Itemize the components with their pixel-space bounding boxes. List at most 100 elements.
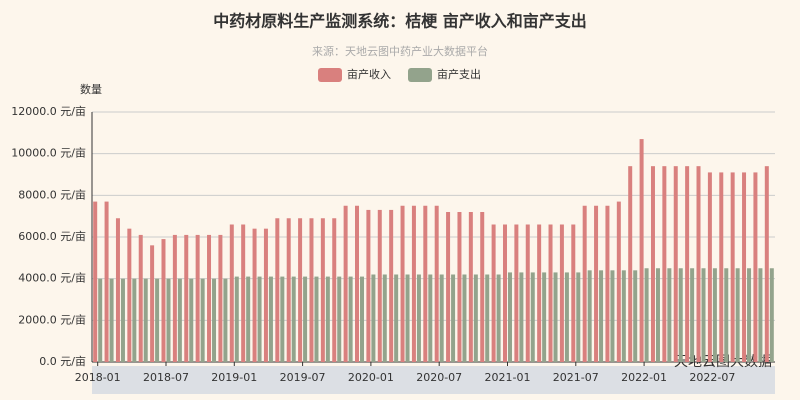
bar bbox=[389, 209, 394, 362]
y-tick-label: 8000.0 元/亩 bbox=[18, 187, 86, 201]
bar bbox=[639, 139, 644, 362]
bar bbox=[109, 278, 114, 362]
bar bbox=[667, 268, 672, 362]
bar bbox=[275, 218, 280, 362]
legend-swatch bbox=[408, 68, 432, 82]
bar bbox=[696, 166, 701, 362]
x-tick-label: 2021-01 bbox=[485, 371, 531, 384]
bar bbox=[662, 166, 667, 362]
bar bbox=[104, 201, 109, 362]
bar bbox=[605, 205, 610, 362]
bar bbox=[758, 268, 763, 362]
bar bbox=[280, 276, 285, 362]
bar bbox=[138, 234, 143, 362]
y-tick-label: 0.0 元/亩 bbox=[39, 354, 86, 368]
bar bbox=[150, 245, 155, 362]
bar bbox=[314, 276, 319, 362]
bar bbox=[685, 166, 690, 362]
bar bbox=[724, 268, 729, 362]
bar bbox=[594, 205, 599, 362]
bar bbox=[462, 274, 467, 362]
bar bbox=[241, 224, 246, 362]
bar bbox=[366, 209, 371, 362]
bar bbox=[120, 278, 125, 362]
x-tick-label: 2019-07 bbox=[280, 371, 326, 384]
bar bbox=[530, 272, 535, 362]
bar bbox=[519, 272, 524, 362]
bar bbox=[742, 172, 747, 362]
bar bbox=[257, 276, 262, 362]
bar bbox=[701, 268, 706, 362]
x-tick-label: 2018-07 bbox=[143, 371, 189, 384]
bar bbox=[252, 228, 257, 362]
bar bbox=[764, 166, 769, 362]
bar bbox=[423, 205, 428, 362]
x-tick-label: 2021-07 bbox=[553, 371, 599, 384]
bar bbox=[207, 234, 212, 362]
bar bbox=[468, 212, 473, 362]
bar bbox=[195, 234, 200, 362]
bar bbox=[678, 268, 683, 362]
bar bbox=[633, 270, 638, 362]
bar bbox=[416, 274, 421, 362]
bar bbox=[143, 278, 148, 362]
bar bbox=[507, 272, 512, 362]
y-axis-label: 数量 bbox=[80, 83, 102, 96]
bar bbox=[564, 272, 569, 362]
x-tick-label: 2019-01 bbox=[211, 371, 257, 384]
bar bbox=[434, 205, 439, 362]
bar bbox=[769, 268, 774, 362]
bar bbox=[127, 228, 132, 362]
chart-title: 中药材原料生产监测系统：桔梗 亩产收入和亩产支出 bbox=[213, 12, 587, 31]
bar bbox=[451, 274, 456, 362]
bar bbox=[394, 274, 399, 362]
bar bbox=[480, 212, 485, 362]
y-tick-label: 4000.0 元/亩 bbox=[18, 271, 86, 285]
bar bbox=[650, 166, 655, 362]
bar bbox=[559, 224, 564, 362]
bar bbox=[542, 272, 547, 362]
bar bbox=[571, 224, 576, 362]
bar bbox=[218, 234, 223, 362]
legend-swatch bbox=[318, 68, 342, 82]
bar bbox=[439, 274, 444, 362]
bar bbox=[405, 274, 410, 362]
bar bbox=[155, 278, 160, 362]
y-tick-label: 10000.0 元/亩 bbox=[11, 146, 86, 160]
bar bbox=[599, 270, 604, 362]
bar bbox=[628, 166, 633, 362]
y-tick-label: 2000.0 元/亩 bbox=[18, 312, 86, 326]
bar bbox=[200, 278, 205, 362]
bar bbox=[309, 218, 314, 362]
y-tick-label: 6000.0 元/亩 bbox=[18, 229, 86, 243]
bar bbox=[576, 272, 581, 362]
x-tick-label: 2020-07 bbox=[416, 371, 462, 384]
bar bbox=[537, 224, 542, 362]
bar bbox=[189, 278, 194, 362]
bar bbox=[177, 278, 182, 362]
bar bbox=[98, 278, 103, 362]
bar bbox=[411, 205, 416, 362]
bar bbox=[655, 268, 660, 362]
bar bbox=[172, 234, 177, 362]
bar bbox=[485, 274, 490, 362]
bar bbox=[291, 276, 296, 362]
bar bbox=[377, 209, 382, 362]
bar bbox=[473, 274, 478, 362]
bar bbox=[337, 276, 342, 362]
bar bbox=[212, 278, 217, 362]
chart-subtitle: 来源：天地云图中药产业大数据平台 bbox=[312, 44, 488, 58]
bar bbox=[747, 268, 752, 362]
bar bbox=[332, 218, 337, 362]
bar bbox=[428, 274, 433, 362]
zoom-slider[interactable] bbox=[92, 366, 775, 394]
bar bbox=[184, 234, 189, 362]
bar bbox=[502, 224, 507, 362]
bar bbox=[161, 239, 166, 362]
bar bbox=[343, 205, 348, 362]
bar bbox=[320, 218, 325, 362]
bar bbox=[166, 278, 171, 362]
bar bbox=[548, 224, 553, 362]
legend-label: 亩产支出 bbox=[437, 67, 481, 81]
legend-label: 亩产收入 bbox=[347, 67, 391, 81]
